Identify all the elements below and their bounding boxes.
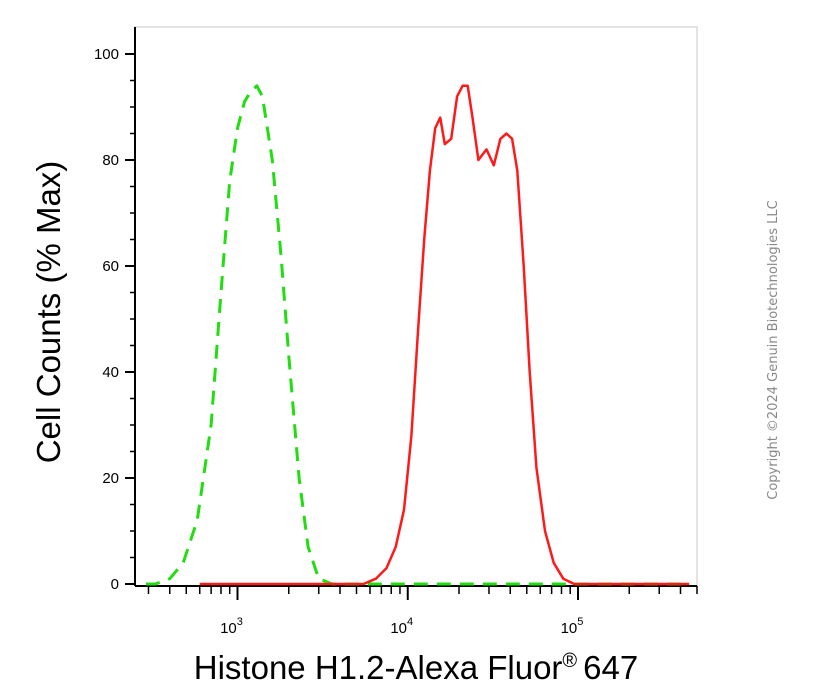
- series-control-dashed-line: [146, 84, 690, 586]
- y-tick-label: 20: [102, 470, 119, 487]
- x-axis-ticks: 103 104 105: [147, 586, 698, 637]
- x-axis-title-main: Histone H1.2-Alexa Fluor: [194, 649, 563, 686]
- y-axis-ticks: 0 20 40 60 80 100: [94, 46, 135, 593]
- series-sample-solid-line: [199, 84, 690, 586]
- y-tick-label: 100: [94, 46, 119, 63]
- y-tick-label: 80: [102, 152, 119, 169]
- x-axis-title-suffix: 647: [583, 649, 638, 686]
- copyright-notice: Copyright ©2024 Genuin Biotechnologies L…: [766, 200, 781, 499]
- series-layer: [146, 84, 690, 586]
- y-tick-label: 40: [102, 364, 119, 381]
- y-tick-label: 60: [102, 258, 119, 275]
- x-tick-label: 105: [561, 616, 584, 637]
- y-axis-title: Cell Counts (% Max): [30, 161, 67, 464]
- x-axis-title-registered-mark: ®: [562, 650, 577, 672]
- x-tick-label: 104: [390, 616, 413, 637]
- x-axis-title: Histone H1.2-Alexa Fluor® 647: [194, 649, 638, 686]
- x-tick-label: 103: [220, 616, 243, 637]
- y-tick-label: 0: [111, 576, 119, 593]
